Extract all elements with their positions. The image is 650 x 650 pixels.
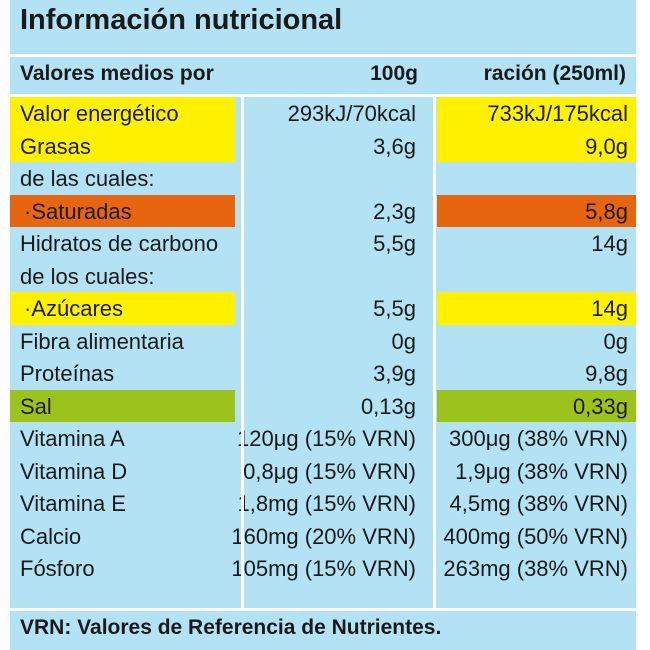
row-label: Fósforo bbox=[20, 556, 95, 581]
row-value-100g: 5,5g bbox=[373, 231, 416, 256]
row-value-100g: 3,9g bbox=[373, 361, 416, 386]
row-label: Hidratos de carbono bbox=[20, 231, 219, 256]
row-label: de los cuales: bbox=[20, 263, 155, 289]
row-value-100g: 2,3g bbox=[373, 198, 416, 224]
row-value-100g: 293kJ/70kcal bbox=[287, 101, 416, 126]
highlight-right bbox=[437, 292, 636, 325]
row-label: ·Saturadas bbox=[24, 198, 132, 224]
row-label: Sal bbox=[20, 393, 52, 419]
panel-title: Información nutricional bbox=[20, 4, 343, 36]
row-label: Grasas bbox=[20, 133, 91, 159]
divider-bottom bbox=[10, 608, 636, 611]
row-value-100g: 120μg (15% VRN) bbox=[237, 426, 416, 451]
divider-top bbox=[10, 54, 636, 57]
table-row: Hidratos de carbono 5,5g 14g bbox=[10, 227, 636, 260]
row-label: de las cuales: bbox=[20, 166, 155, 191]
nutrition-panel: Información nutricional Valores medios p… bbox=[10, 0, 636, 650]
row-label: Calcio bbox=[20, 523, 82, 549]
row-value-racion: 5,8g bbox=[585, 198, 628, 224]
row-value-100g: 5,5g bbox=[373, 296, 416, 321]
divider-header bbox=[10, 94, 636, 97]
row-value-racion: 263mg (38% VRN) bbox=[443, 556, 628, 581]
table-row: ·Azúcares 5,5g 14g bbox=[10, 292, 636, 325]
footer-note: VRN: Valores de Referencia de Nutrientes… bbox=[20, 616, 442, 639]
row-value-racion: 4,5mg (38% VRN) bbox=[449, 491, 628, 516]
row-value-100g: 105mg (15% VRN) bbox=[231, 556, 416, 581]
row-value-100g: 160mg (20% VRN) bbox=[231, 523, 416, 549]
table-row: Proteínas 3,9g 9,8g bbox=[10, 357, 636, 390]
row-value-racion: 400mg (50% VRN) bbox=[443, 523, 628, 549]
row-value-100g: 3,6g bbox=[373, 133, 416, 159]
row-value-100g: 1,8mg (15% VRN) bbox=[237, 491, 416, 516]
row-value-racion: 14g bbox=[591, 296, 628, 321]
divider-col-1 bbox=[241, 94, 244, 608]
row-label: Vitamina E bbox=[20, 491, 126, 516]
table-row: Vitamina E 1,8mg (15% VRN) 4,5mg (38% VRN) bbox=[10, 487, 636, 520]
row-value-racion: 9,0g bbox=[585, 133, 628, 159]
row-label: Vitamina D bbox=[20, 458, 128, 484]
table-row: Calcio 160mg (20% VRN) 400mg (50% VRN) bbox=[10, 520, 636, 553]
table-row: Sal 0,13g 0,33g bbox=[10, 389, 636, 422]
header-racion: ración (250ml) bbox=[483, 62, 626, 85]
highlight-left bbox=[10, 292, 235, 325]
table-row: de las cuales: bbox=[10, 162, 636, 195]
highlight-left bbox=[10, 129, 235, 162]
row-value-racion: 300μg (38% VRN) bbox=[449, 426, 628, 451]
row-value-100g: 0g bbox=[391, 328, 416, 354]
row-value-racion: 0,33g bbox=[572, 393, 628, 419]
table-row: Vitamina D 0,8μg (15% VRN) 1,9μg (38% VRN) bbox=[10, 455, 636, 488]
table-row: Grasas 3,6g 9,0g bbox=[10, 129, 636, 162]
table-header: Valores medios por 100g ración (250ml) bbox=[10, 54, 636, 94]
row-label: Valor energético bbox=[20, 101, 179, 126]
row-value-racion: 0g bbox=[603, 328, 628, 354]
header-100g: 100g bbox=[370, 62, 418, 85]
table-row: Fibra alimentaria 0g 0g bbox=[10, 325, 636, 358]
row-value-racion: 733kJ/175kcal bbox=[487, 101, 628, 126]
row-value-100g: 0,13g bbox=[360, 393, 416, 419]
highlight-right bbox=[437, 97, 636, 130]
nutrition-rows: Valor energético 293kJ/70kcal 733kJ/175kca… bbox=[10, 97, 636, 585]
highlight-left bbox=[10, 97, 235, 130]
header-label: Valores medios por bbox=[20, 62, 214, 85]
highlight-left bbox=[10, 194, 235, 227]
table-row: Fósforo 105mg (15% VRN) 263mg (38% VRN) bbox=[10, 552, 636, 585]
row-value-racion: 9,8g bbox=[585, 361, 628, 386]
table-row: Valor energético 293kJ/70kcal 733kJ/175kca… bbox=[10, 97, 636, 130]
row-value-100g: 0,8μg (15% VRN) bbox=[243, 458, 416, 484]
row-label: Vitamina A bbox=[20, 426, 125, 451]
divider-col-2 bbox=[433, 94, 436, 608]
row-label: Proteínas bbox=[20, 361, 115, 386]
highlight-right bbox=[437, 389, 636, 422]
row-label: Fibra alimentaria bbox=[20, 328, 184, 354]
row-label: ·Azúcares bbox=[24, 296, 124, 321]
highlight-left bbox=[10, 389, 235, 422]
table-row: ·Saturadas 2,3g 5,8g bbox=[10, 194, 636, 227]
table-row: Vitamina A 120μg (15% VRN) 300μg (38% VRN) bbox=[10, 422, 636, 455]
row-value-racion: 1,9μg (38% VRN) bbox=[455, 458, 628, 484]
highlight-right bbox=[437, 129, 636, 162]
row-value-racion: 14g bbox=[591, 231, 628, 256]
highlight-right bbox=[437, 194, 636, 227]
table-row: de los cuales: bbox=[10, 260, 636, 293]
